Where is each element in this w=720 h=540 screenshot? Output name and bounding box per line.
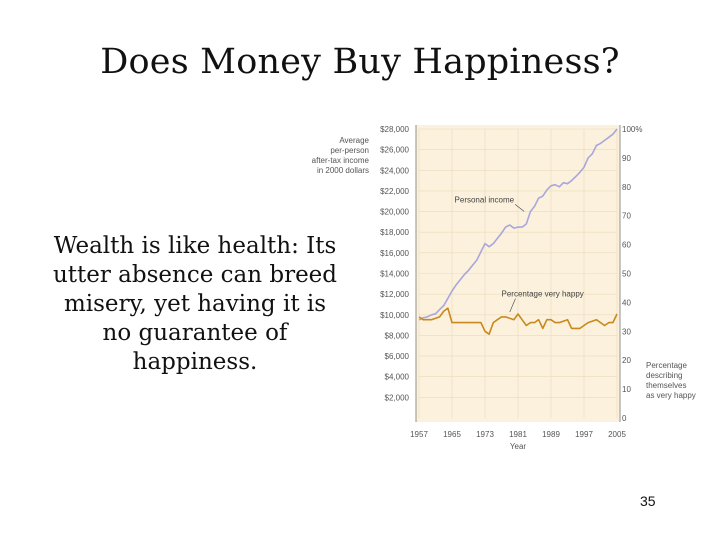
y-right-tick-label: 40: [622, 298, 631, 307]
y-right-tick-label: 30: [622, 327, 631, 336]
y-right-axis-label: themselves: [646, 381, 686, 390]
y-right-tick-label: 100%: [622, 125, 642, 134]
y-right-tick-label: 70: [622, 212, 631, 221]
series-line-personal-income: [418, 128, 618, 321]
y-right-tick-label: 80: [622, 183, 631, 192]
y-left-tick-label: $18,000: [380, 228, 409, 237]
y-left-tick-label: $6,000: [385, 352, 410, 361]
x-tick-label: 2005: [608, 430, 626, 439]
y-right-tick-label: 50: [622, 270, 631, 279]
y-right-tick-label: 90: [622, 154, 631, 163]
y-right-tick-label: 0: [622, 414, 627, 423]
y-left-tick-label: $12,000: [380, 290, 409, 299]
annotation-leader-line: [509, 298, 516, 313]
x-tick-label: 1965: [443, 430, 461, 439]
y-right-tick-label: 60: [622, 241, 631, 250]
y-right-axis-label: as very happy: [646, 391, 696, 400]
y-left-tick-label: $20,000: [380, 208, 409, 217]
quote-line: misery, yet having it is: [63, 291, 327, 317]
slide-title: Does Money Buy Happiness?: [100, 42, 620, 82]
y-right-tick-label: 10: [622, 385, 631, 394]
y-left-axis-label: per-person: [330, 146, 369, 155]
y-left-tick-label: $28,000: [380, 125, 409, 134]
y-left-tick-label: $26,000: [380, 146, 409, 155]
y-left-axis-label: Average: [339, 136, 369, 145]
y-left-axis-label: in 2000 dollars: [317, 166, 369, 175]
page-number: 35: [640, 493, 656, 509]
y-right-axis-label: describing: [646, 371, 682, 380]
y-left-tick-label: $14,000: [380, 270, 409, 279]
annotation-leader-line: [514, 204, 525, 212]
quote-text: Wealth is like health: Its utter absence…: [30, 232, 360, 377]
y-left-tick-label: $16,000: [380, 249, 409, 258]
quote-line: utter absence can breed: [52, 262, 338, 288]
x-tick-label: 1973: [476, 430, 494, 439]
y-left-tick-label: $2,000: [385, 393, 410, 402]
y-left-tick-label: $8,000: [385, 331, 410, 340]
x-tick-label: 1981: [509, 430, 527, 439]
annotation-personal-income: Personal income: [455, 195, 515, 204]
x-tick-label: 1997: [575, 430, 593, 439]
y-left-axis-label: after-tax income: [312, 156, 370, 165]
x-tick-label: 1957: [410, 430, 428, 439]
y-left-tick-label: $4,000: [385, 373, 410, 382]
series-line-percentage-very-happy: [418, 307, 618, 336]
x-tick-label: 1989: [542, 430, 560, 439]
annotation-percentage-very-happy: Percentage very happy: [502, 290, 584, 299]
y-left-tick-label: $22,000: [380, 187, 409, 196]
y-right-axis-label: Percentage: [646, 361, 687, 370]
y-right-tick-label: 20: [622, 356, 631, 365]
y-left-tick-label: $24,000: [380, 166, 409, 175]
quote-line: Wealth is like health: Its: [53, 233, 337, 259]
x-axis-label: Year: [510, 442, 527, 451]
y-left-tick-label: $10,000: [380, 311, 409, 320]
quote-line: no guarantee of: [102, 320, 288, 346]
quote-line: happiness.: [132, 349, 258, 375]
